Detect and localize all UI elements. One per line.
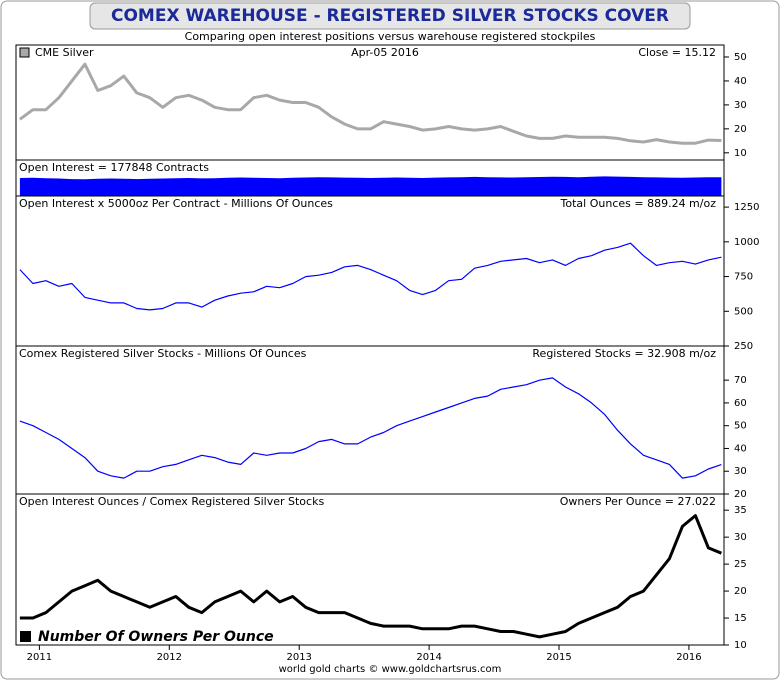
panel — [15, 493, 725, 646]
y-tick-label: 25 — [734, 559, 747, 570]
y-tick-label: 750 — [734, 272, 753, 283]
y-tick-label: 50 — [734, 421, 747, 432]
y-tick-label: 40 — [734, 76, 747, 87]
legend-label: CME Silver — [35, 46, 94, 59]
series-line — [19, 242, 722, 311]
y-tick-label: 1250 — [734, 202, 759, 213]
panel-value: Registered Stocks = 32.908 m/oz — [532, 347, 716, 360]
legend-swatch — [20, 631, 31, 642]
footer: world gold charts © www.goldchartsrus.co… — [279, 664, 502, 675]
series-line — [19, 514, 722, 639]
y-tick-label: 10 — [734, 148, 747, 159]
y-tick-label: 20 — [734, 489, 747, 500]
legend-swatch — [19, 47, 30, 58]
y-tick-label: 1000 — [734, 237, 759, 248]
panel-value: Total Ounces = 889.24 m/oz — [560, 197, 717, 210]
panel-date: Apr-05 2016 — [351, 46, 419, 59]
panel-label: Open Interest = 177848 Contracts — [19, 161, 209, 174]
x-tick-label: 2012 — [157, 652, 182, 663]
x-tick-label: 2013 — [286, 652, 311, 663]
series-line — [19, 62, 722, 145]
y-tick-label: 35 — [734, 505, 747, 516]
y-tick-label: 30 — [734, 532, 747, 543]
x-tick-label: 2016 — [676, 652, 701, 663]
panel-label: Open Interest Ounces / Comex Registered … — [19, 495, 324, 508]
y-tick-label: 10 — [734, 640, 747, 651]
y-tick-label: 30 — [734, 466, 747, 477]
x-tick-label: 2011 — [27, 652, 52, 663]
subtitle: Comparing open interest positions versus… — [185, 30, 596, 43]
y-tick-label: 500 — [734, 306, 753, 317]
y-tick-label: 250 — [734, 341, 753, 352]
y-tick-label: 60 — [734, 398, 747, 409]
y-tick-label: 20 — [734, 124, 747, 135]
y-tick-label: 50 — [734, 52, 747, 63]
panel-value: Close = 15.12 — [638, 46, 716, 59]
y-tick-label: 40 — [734, 443, 747, 454]
series-line — [19, 377, 722, 479]
y-tick-label: 30 — [734, 100, 747, 111]
series-area — [19, 176, 722, 196]
chart-title: COMEX WAREHOUSE - REGISTERED SILVER STOC… — [111, 6, 669, 26]
panel-label: Open Interest x 5000oz Per Contract - Mi… — [19, 197, 333, 210]
title-box — [89, 2, 691, 30]
y-tick-label: 20 — [734, 586, 747, 597]
x-tick-label: 2015 — [546, 652, 571, 663]
x-tick-label: 2014 — [416, 652, 441, 663]
y-tick-label: 70 — [734, 375, 747, 386]
panel-value: Owners Per Ounce = 27.022 — [560, 495, 716, 508]
y-tick-label: 15 — [734, 613, 747, 624]
legend-label: Number Of Owners Per Ounce — [38, 629, 274, 645]
panel-label: Comex Registered Silver Stocks - Million… — [19, 347, 307, 360]
